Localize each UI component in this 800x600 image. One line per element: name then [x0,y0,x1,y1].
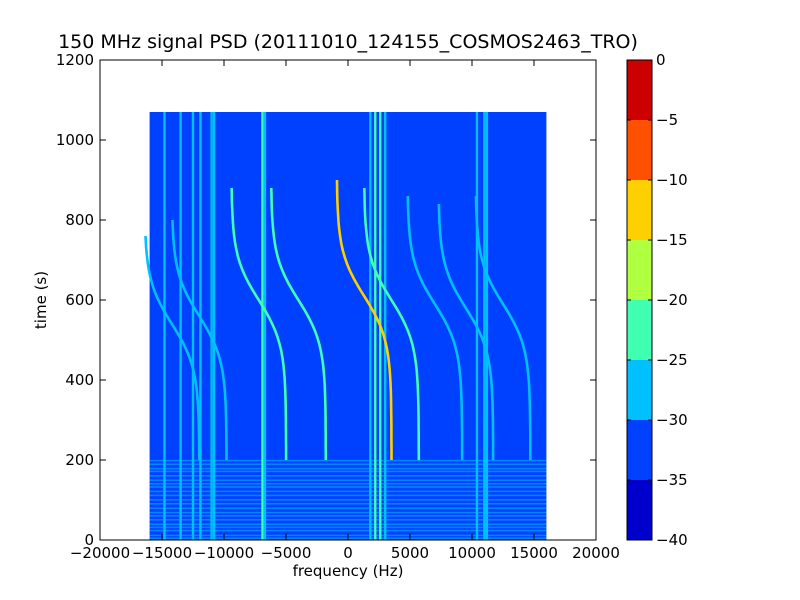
heatmap-band [149,526,547,529]
heatmap-band [149,467,547,470]
heatmap-vertical-line [199,112,202,540]
x-tick-label: 10000 [448,544,496,562]
heatmap-band [149,490,547,493]
plot-area: −20000 −15000 −10000 −5000 0 5000 10000 15000 20… [56,51,620,562]
x-tick-label: −5000 [261,544,312,562]
y-tick-label: 800 [65,211,94,229]
heatmap-band [149,499,547,501]
y-tick-label: 600 [65,291,94,309]
heatmap-band [149,515,547,517]
heatmap-band [149,479,547,481]
heatmap-band [149,494,547,497]
heatmap-band [149,475,547,477]
heatmap-doppler-trace [270,187,328,460]
y-tick-label: 400 [65,371,94,389]
colorbar-tick-label: 0 [656,51,666,69]
x-tick-label: 5000 [391,544,429,562]
colorbar-segment [627,120,652,180]
heatmap-band [149,519,547,521]
colorbar-segment [627,360,652,420]
heatmap-vertical-line [179,112,182,540]
x-axis-label: frequency (Hz) [293,562,404,580]
heatmap-band [149,507,547,509]
heatmap-vertical-line [212,112,216,540]
heatmap-band [149,511,547,514]
heatmap-band [149,470,547,473]
colorbar-tick-label: −15 [656,231,688,249]
heatmap-vertical-line [485,112,489,540]
y-tick-label: 0 [84,531,94,549]
heatmap-doppler-trace [474,195,532,461]
heatmap-vertical-line [263,112,267,540]
heatmap-doppler-trace [363,187,421,460]
heatmap-doppler-trace [230,187,288,460]
heatmap-band [149,486,547,488]
x-tick-label: 20000 [572,544,620,562]
heatmap-band [149,523,547,525]
heatmap-doppler-trace [437,203,495,460]
heatmap-band [149,503,547,505]
y-tick-label: 200 [65,451,94,469]
colorbar-tick-label: −40 [656,531,688,549]
heatmap-doppler-trace [335,179,393,460]
heatmap-band [149,459,547,462]
colorbar-tick-label: −25 [656,351,688,369]
y-tick-label: 1000 [56,131,94,149]
x-tick-label: 0 [343,544,353,562]
colorbar-segment [627,180,652,240]
y-axis-label: time (s) [32,271,50,329]
heatmap-doppler-trace [406,195,464,461]
heatmap-vertical-line [374,112,377,540]
chart-title: 150 MHz signal PSD (20111010_124155_COSM… [58,31,638,53]
colorbar-tick-label: −5 [656,111,678,129]
heatmap-vertical-line [384,112,387,540]
colorbar-tick-label: −35 [656,471,688,489]
heatmap-vertical-line [483,112,486,540]
heatmap-vertical-line [261,112,264,540]
colorbar-segment [627,420,652,480]
colorbar-tick-label: −10 [656,171,688,189]
colorbar-segment [627,60,652,120]
heatmap-vertical-line [191,112,195,540]
colorbar-segment [627,300,652,360]
heatmap-vertical-line [163,112,166,540]
y-tick-label: 1200 [56,51,94,69]
heatmap-doppler-trace [144,235,201,460]
heatmap-doppler-trace [171,219,228,460]
heatmap-band [149,529,547,532]
x-tick-label: −10000 [194,544,254,562]
heatmap-vertical-line [210,112,213,540]
colorbar-tick-label: −20 [656,291,688,309]
colorbar-segment [627,480,652,540]
colorbar: −40 −35 −30 −25 −20 −15 −10 −5 0 [626,51,688,549]
x-axis: −20000 −15000 −10000 −5000 0 5000 10000 15000 20… [70,60,620,562]
x-tick-label: −15000 [132,544,192,562]
heatmap-band [149,483,547,485]
colorbar-tick-label: −30 [656,411,688,429]
heatmap-vertical-line [369,112,372,540]
heatmap-band [149,463,547,465]
x-tick-label: 15000 [510,544,558,562]
colorbar-segment [627,240,652,300]
y-axis: 0 200 400 600 800 1000 1200 [56,51,596,549]
x-tick-label: −20000 [70,544,130,562]
heatmap [144,112,547,540]
